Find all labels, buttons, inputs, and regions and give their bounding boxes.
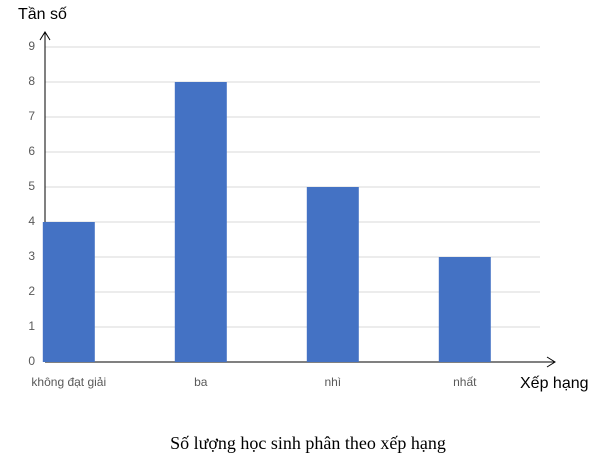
y-axis-arrow [39,31,51,41]
bar [438,257,491,362]
bar [42,222,95,362]
y-tick-label: 7 [28,109,35,123]
x-tick-label: nhất [453,375,477,389]
y-tick-label: 5 [28,179,35,193]
x-tick-label: ba [194,375,208,389]
y-tick-label: 2 [28,284,35,298]
caption: Số lượng học sinh phân theo xếp hạng [170,433,446,453]
bar [174,82,227,362]
x-axis-label: Xếp hạng [520,375,589,392]
y-tick-label: 1 [28,319,35,333]
y-tick-label: 4 [28,214,35,228]
y-tick-label: 8 [28,74,35,88]
x-tick-label: không đạt giải [31,375,106,389]
y-tick-label: 3 [28,249,35,263]
y-tick-label: 0 [28,354,35,368]
bar [306,187,359,362]
x-axis-arrow [546,356,556,368]
x-tick-label: nhì [324,375,341,389]
y-axis-label: Tần số [18,6,67,23]
y-tick-label: 6 [28,144,35,158]
y-tick-label: 9 [28,39,35,53]
